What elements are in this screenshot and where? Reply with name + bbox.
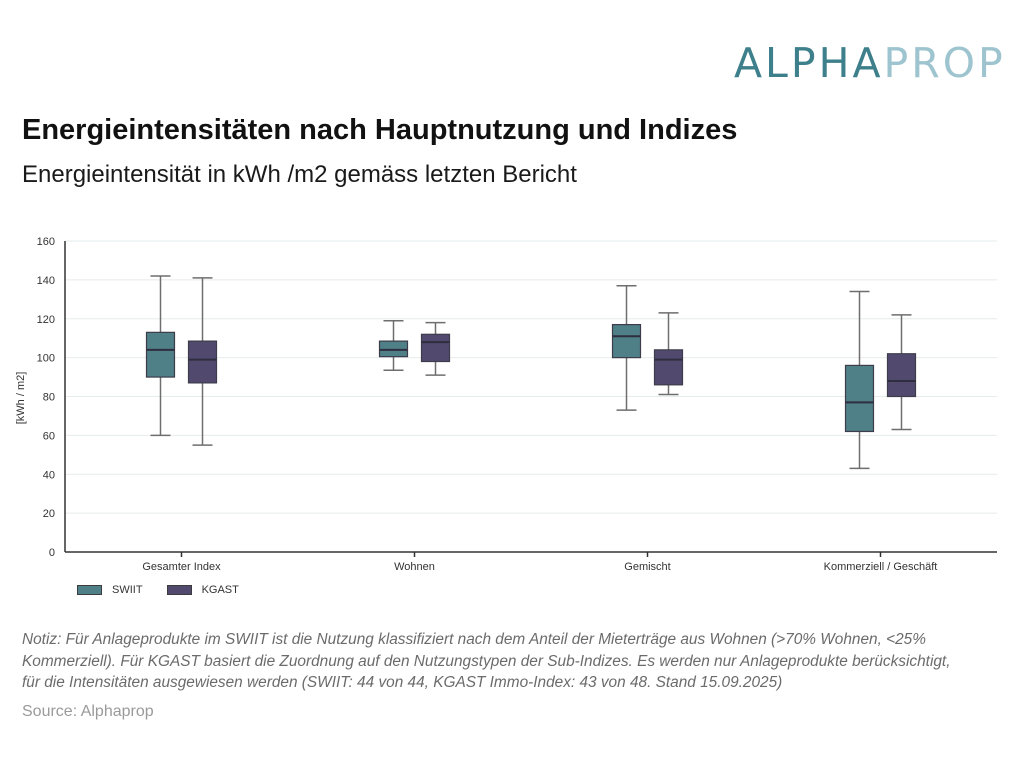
legend-swatch-swiit bbox=[77, 585, 102, 595]
y-tick-label: 120 bbox=[37, 314, 55, 326]
box-iqr bbox=[187, 340, 218, 384]
y-tick-label: 160 bbox=[37, 236, 55, 248]
box-plot-chart: 0 20 40 60 80 100 120 140 160 [kWh / m2] Gesamte… bbox=[15, 236, 997, 573]
y-tick-label: 40 bbox=[43, 469, 55, 481]
box-swiit-3 bbox=[844, 290, 875, 470]
y-tick-label: 80 bbox=[43, 392, 55, 404]
alphaprop-logo: ALPHAPROP bbox=[734, 40, 1006, 86]
x-axis-ticks: Gesamter Index Wohnen Gemischt Kommerziell … bbox=[142, 552, 937, 573]
box-iqr bbox=[844, 364, 875, 433]
source-text: Source: Alphaprop bbox=[22, 703, 154, 720]
legend-item-swiit: SWIIT bbox=[77, 584, 143, 596]
legend-label-kgast: KGAST bbox=[201, 584, 239, 596]
box-swiit-0 bbox=[145, 275, 176, 437]
y-axis-label: [kWh / m2] bbox=[15, 372, 27, 425]
gridlines bbox=[65, 240, 997, 514]
box-iqr bbox=[145, 331, 176, 378]
box-swiit-1 bbox=[378, 319, 409, 372]
y-tick-label: 0 bbox=[49, 547, 55, 559]
legend-item-kgast: KGAST bbox=[166, 584, 239, 596]
x-tick-label: Gemischt bbox=[624, 561, 670, 573]
y-axis-ticks: 0 20 40 60 80 100 120 140 160 bbox=[37, 236, 55, 559]
footnote-line: Kommerziell). Für KGAST basiert die Zuor… bbox=[22, 652, 951, 670]
legend: SWIIT KGAST bbox=[77, 584, 263, 596]
footnote-line: Notiz: Für Anlageprodukte im SWIIT ist d… bbox=[22, 631, 926, 648]
y-tick-label: 140 bbox=[37, 275, 55, 287]
chart-subtitle: Energieintensität in kWh /m2 gemäss letz… bbox=[22, 161, 577, 188]
box-kgast-2 bbox=[653, 312, 684, 396]
box-iqr bbox=[611, 323, 642, 359]
footnote: Notiz: Für Anlageprodukte im SWIIT ist d… bbox=[22, 629, 1022, 694]
chart-title: Energieintensitäten nach Hauptnutzung un… bbox=[22, 114, 738, 146]
footnote-line: für die Intensitäten ausgewiesen werden … bbox=[22, 674, 783, 691]
box-iqr bbox=[420, 333, 451, 363]
x-tick-label: Gesamter Index bbox=[142, 561, 221, 573]
logo-part-alpha: ALPHA bbox=[734, 39, 884, 87]
box-iqr bbox=[653, 349, 684, 386]
box-plots bbox=[145, 275, 917, 470]
logo-part-prop: PROP bbox=[883, 39, 1006, 87]
x-tick-label: Wohnen bbox=[394, 561, 435, 573]
box-kgast-3 bbox=[886, 314, 917, 431]
box-kgast-1 bbox=[420, 321, 451, 376]
y-tick-label: 20 bbox=[43, 508, 55, 520]
box-swiit-2 bbox=[611, 284, 642, 411]
x-tick-label: Kommerziell / Geschäft bbox=[824, 561, 938, 573]
legend-label-swiit: SWIIT bbox=[112, 584, 143, 596]
box-iqr bbox=[886, 353, 917, 398]
box-kgast-0 bbox=[187, 277, 218, 446]
y-tick-label: 60 bbox=[43, 430, 55, 442]
y-tick-label: 100 bbox=[37, 353, 55, 365]
legend-swatch-kgast bbox=[166, 585, 192, 595]
